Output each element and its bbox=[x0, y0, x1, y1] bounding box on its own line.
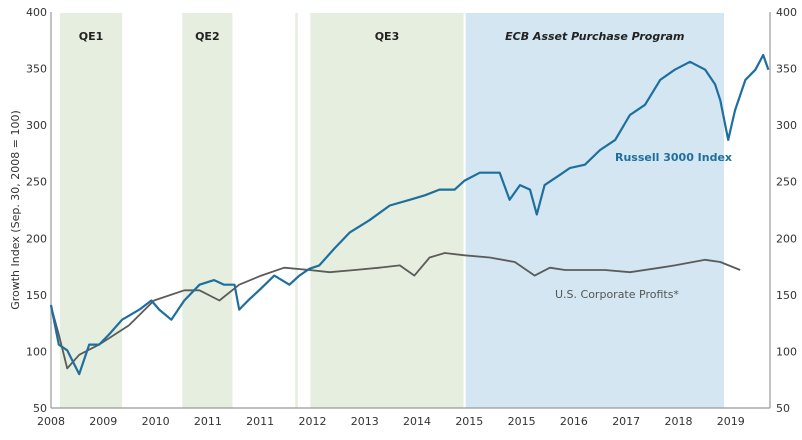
y-tick-label-right: 200 bbox=[776, 232, 797, 245]
x-tick-label: 2010 bbox=[142, 415, 170, 428]
russell-3000-label: Russell 3000 Index bbox=[615, 151, 732, 164]
y-tick-label-right: 100 bbox=[776, 345, 797, 358]
corporate-profits-label: U.S. Corporate Profits* bbox=[555, 288, 679, 301]
y-tick-label-left: 100 bbox=[26, 345, 47, 358]
x-tick-label: 2017 bbox=[612, 415, 640, 428]
y-tick-label-left: 200 bbox=[26, 232, 47, 245]
y-axis-label: Growth Index (Sep. 30, 2008 = 100) bbox=[9, 110, 22, 310]
region-label: QE2 bbox=[195, 30, 220, 43]
x-tick-label: 2008 bbox=[37, 415, 65, 428]
x-tick-label: 2013 bbox=[351, 415, 379, 428]
x-tick-label: 2011 bbox=[246, 415, 274, 428]
x-tick-label: 2018 bbox=[664, 415, 692, 428]
x-tick-label: 2014 bbox=[403, 415, 431, 428]
y-tick-label-left: 400 bbox=[26, 6, 47, 19]
y-tick-label-left: 150 bbox=[26, 289, 47, 302]
region-band bbox=[59, 13, 123, 408]
series-line-russell-3000-index bbox=[49, 53, 770, 376]
region-label: QE3 bbox=[375, 30, 400, 43]
y-tick-label-right: 50 bbox=[776, 402, 790, 415]
y-tick-label-left: 50 bbox=[33, 402, 47, 415]
y-tick-label-left: 300 bbox=[26, 119, 47, 132]
x-tick-label: 2009 bbox=[89, 415, 117, 428]
x-tick-label: 2015 bbox=[455, 415, 483, 428]
y-tick-label-right: 250 bbox=[776, 176, 797, 189]
x-tick-label: 2015 bbox=[508, 415, 536, 428]
region-label: ECB Asset Purchase Program bbox=[505, 30, 684, 43]
region-band bbox=[310, 13, 464, 408]
y-tick-label-left: 250 bbox=[26, 176, 47, 189]
policy-regions: QE1 QE2 QE3 ECB Asset Purchase Program bbox=[59, 13, 724, 408]
y-tick-label-left: 350 bbox=[26, 63, 47, 76]
series-lines bbox=[49, 53, 770, 376]
region-band bbox=[295, 13, 298, 408]
x-tick-label: 2012 bbox=[298, 415, 326, 428]
region-band bbox=[465, 13, 724, 408]
series-line-u-s-corporate-profits bbox=[50, 252, 741, 370]
y-tick-label-right: 400 bbox=[776, 6, 797, 19]
region-band bbox=[182, 13, 233, 408]
y-tick-label-right: 150 bbox=[776, 289, 797, 302]
y-tick-label-right: 350 bbox=[776, 63, 797, 76]
x-tick-label: 2011 bbox=[194, 415, 222, 428]
x-tick-label: 2019 bbox=[717, 415, 745, 428]
y-ticks: 50 50 100 100 150 150 200 200 250 250 300 300 350 350… bbox=[26, 6, 797, 415]
region-label: QE1 bbox=[79, 30, 104, 43]
y-tick-label-right: 300 bbox=[776, 119, 797, 132]
x-tick-label: 2016 bbox=[560, 415, 588, 428]
x-ticks: 2008 2009 2010 2011 2011 2012 2013 2014 2015 2015… bbox=[37, 415, 745, 428]
